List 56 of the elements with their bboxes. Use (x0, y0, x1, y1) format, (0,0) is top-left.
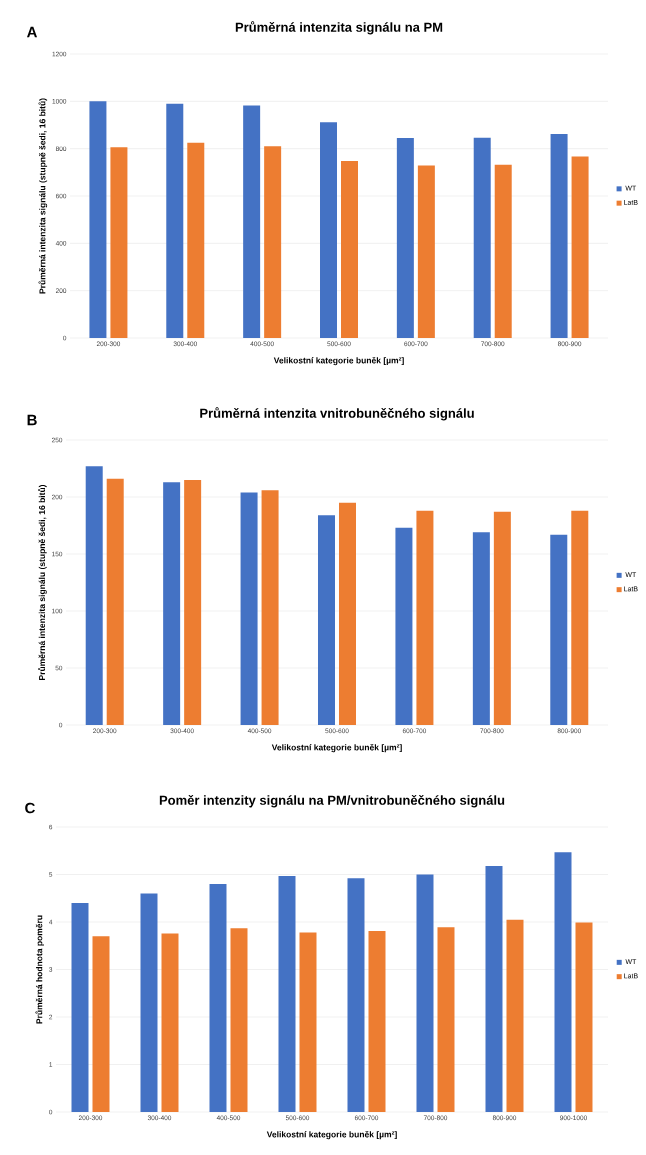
bar (243, 105, 261, 338)
bar (395, 527, 413, 726)
bar (209, 884, 227, 1113)
bar (575, 922, 593, 1113)
bar (85, 466, 103, 726)
bar (184, 479, 202, 726)
x-axis-title: Velikostní kategorie buněk [µm²] (266, 1131, 397, 1140)
bar (71, 903, 89, 1113)
bar (416, 874, 434, 1113)
bar (472, 532, 490, 726)
bar (299, 932, 317, 1113)
bar (140, 893, 158, 1113)
bar (368, 931, 386, 1113)
x-axis-title: Velikostní kategorie buněk [µm²] (271, 744, 402, 753)
bar (110, 147, 128, 338)
bar (347, 878, 365, 1113)
chart-title: Poměr intenzity signálu na PM/vnitrobuněčného signálu (159, 795, 505, 808)
bar (571, 510, 589, 726)
bar (339, 502, 356, 726)
bar (494, 164, 512, 338)
bar (341, 160, 358, 338)
bar (261, 490, 279, 726)
bar (278, 875, 296, 1113)
y-axis-title: Průměrná intenzita signálu (stupně šedi, 16 bitů) (38, 484, 47, 680)
bar (161, 933, 179, 1113)
text: C (25, 802, 35, 814)
bar (92, 936, 110, 1113)
text: A (26, 26, 38, 38)
bar (554, 852, 572, 1113)
bar (320, 122, 337, 338)
text: B (27, 414, 37, 426)
y-axis-title: Průměrná intenzita signálu (stupně šedi, 16 bitů) (38, 98, 48, 294)
bar (571, 156, 589, 338)
bar (473, 137, 491, 338)
x-axis-title: Velikostní kategorie buněk [µm²] (273, 357, 404, 366)
bar (166, 103, 184, 338)
y-axis-title: Průměrná hodnota poměru (35, 915, 44, 1024)
bar (437, 927, 455, 1113)
bar (106, 478, 124, 726)
chart-title: Průměrná intenzita signálu na PM (235, 21, 443, 35)
bar (485, 865, 503, 1113)
bar (417, 165, 435, 338)
bar (230, 928, 248, 1113)
chart-title: Průměrná intenzita vnitrobuněčného signálu (200, 407, 474, 421)
bar (89, 101, 107, 338)
bar (187, 142, 205, 338)
bar (240, 492, 258, 726)
bar (550, 534, 568, 726)
bar (550, 134, 568, 338)
bar (506, 919, 524, 1113)
bar (318, 515, 335, 726)
bar (493, 511, 511, 726)
bar (163, 482, 181, 726)
bar (416, 510, 434, 726)
bar (264, 146, 282, 338)
bar (396, 138, 414, 338)
